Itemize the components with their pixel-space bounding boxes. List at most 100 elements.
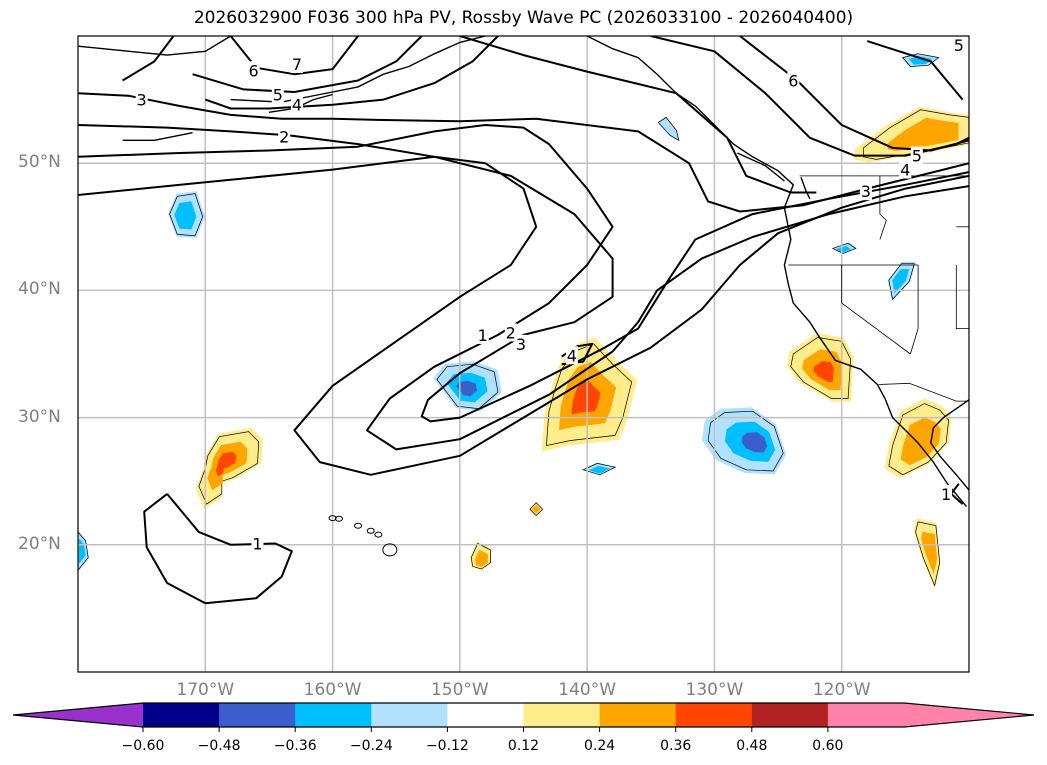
colorbar-segment	[599, 703, 677, 727]
map-title: 2026032900 F036 300 hPa PV, Rossby Wave …	[193, 8, 854, 28]
pc-fill-level	[892, 269, 910, 293]
colorbar-tick-label: 0.48	[736, 738, 768, 754]
neg-anomaly-east-pacific	[702, 407, 787, 475]
contour-label-bg	[135, 90, 148, 109]
hawaii-island	[354, 522, 363, 529]
lon-tick-label: 120°W	[812, 680, 871, 700]
colorbar-segment	[447, 703, 524, 727]
contour-label: 5	[273, 86, 283, 105]
contour-label-bg	[899, 160, 912, 179]
pos-anomaly-baja-south	[913, 518, 941, 590]
colorbar-tick-label: 0.36	[660, 738, 692, 754]
colorbar-tick-label: −0.24	[349, 738, 393, 754]
pc-fill-level	[174, 201, 197, 230]
colorbar-tick-label: −0.60	[121, 738, 165, 754]
pv-contour-line	[229, 36, 359, 76]
lon-tick-label: 150°W	[430, 680, 489, 700]
pv-contours	[78, 36, 969, 605]
contour-label-bg	[787, 71, 800, 90]
contour-label-bg	[290, 95, 303, 114]
neg-anomaly-alaska	[657, 116, 680, 142]
pc-fill-level	[215, 451, 237, 477]
contour-label-bg	[271, 85, 284, 104]
contour-label: 3	[516, 335, 526, 354]
colorbar-tick-label: 0.24	[584, 738, 616, 754]
colorbar-segment	[675, 703, 753, 727]
contour-label-bg	[504, 323, 517, 342]
pos-anomaly-hawaii-east	[469, 541, 492, 570]
pc-fill-level	[813, 361, 834, 382]
pv-contour-line	[78, 124, 969, 423]
state-border	[955, 265, 969, 330]
contour-label: 4	[567, 346, 577, 365]
pc-fill-level	[532, 504, 541, 514]
lat-tick-label: 20°N	[18, 533, 61, 554]
coastline	[930, 399, 969, 491]
pos-anomaly-west	[195, 427, 263, 510]
neg-anomaly-nevada	[887, 261, 917, 302]
hawaii-island	[382, 543, 398, 557]
contour-label: 4	[900, 161, 910, 180]
contour-label: 1	[252, 535, 262, 554]
coastline	[78, 36, 232, 56]
pv-contour-line	[122, 36, 175, 82]
colorbar-segment	[523, 703, 601, 727]
contour-label-bg	[565, 346, 578, 365]
map-frame	[77, 35, 970, 673]
pc-fill-level	[887, 117, 959, 151]
contour-label-bg	[514, 334, 527, 353]
contour-label: 2	[279, 127, 289, 146]
colorbar-segment	[371, 703, 448, 727]
pv-contour-line	[143, 493, 293, 605]
contour-label-bg	[251, 534, 264, 553]
colorbar-extend-max	[904, 703, 1034, 727]
pos-anomaly-california	[786, 333, 854, 402]
pc-fill-level	[456, 381, 477, 397]
pv-contour-line	[950, 483, 964, 505]
hawaii-island	[366, 527, 375, 534]
pc-fill-level	[588, 465, 611, 474]
colorbar-segment	[219, 703, 296, 727]
pc-fill-level	[657, 116, 680, 142]
neg-anomaly-canada	[900, 52, 941, 68]
neg-anomaly-west	[168, 191, 205, 238]
neg-anomaly-south	[581, 462, 617, 476]
graticule	[78, 36, 969, 672]
coastline	[586, 36, 968, 508]
pv-contour-line	[78, 92, 969, 213]
state-border	[841, 265, 911, 355]
pc-fill-level	[475, 549, 488, 567]
contour-label: 3	[861, 182, 871, 201]
contour-label-bg	[247, 61, 260, 80]
coastline	[737, 152, 785, 182]
colorbar-tick-label: −0.36	[273, 738, 317, 754]
hawaii-island	[328, 515, 337, 522]
pos-anomaly-baja	[884, 398, 952, 479]
colorbar-tick-label: −0.48	[197, 738, 241, 754]
contour-label: 6	[249, 61, 259, 80]
pc-fill-level	[835, 245, 852, 253]
hawaii-island	[334, 515, 343, 522]
coastline	[122, 132, 193, 142]
state-border	[910, 265, 919, 355]
pv-contour-line	[78, 155, 969, 476]
coastline	[268, 93, 333, 113]
colorbar-segment	[295, 703, 372, 727]
contour-label-bg	[278, 127, 291, 146]
coastline	[800, 176, 811, 200]
pv-contour-line	[204, 36, 499, 110]
lon-tick-label: 160°W	[303, 680, 362, 700]
contour-label: 3	[137, 91, 147, 110]
contour-label-bg	[859, 182, 872, 201]
contour-label: 7	[292, 55, 302, 74]
hawaii-island	[374, 531, 383, 538]
colorbar-segment	[143, 703, 220, 727]
lon-tick-label: 140°W	[558, 680, 617, 700]
contour-label: 2	[506, 323, 516, 342]
lon-tick-label: 130°W	[685, 680, 744, 700]
contour-label: 1	[478, 326, 488, 345]
contour-label-bg	[940, 484, 953, 503]
pv-contour-line	[866, 40, 964, 101]
